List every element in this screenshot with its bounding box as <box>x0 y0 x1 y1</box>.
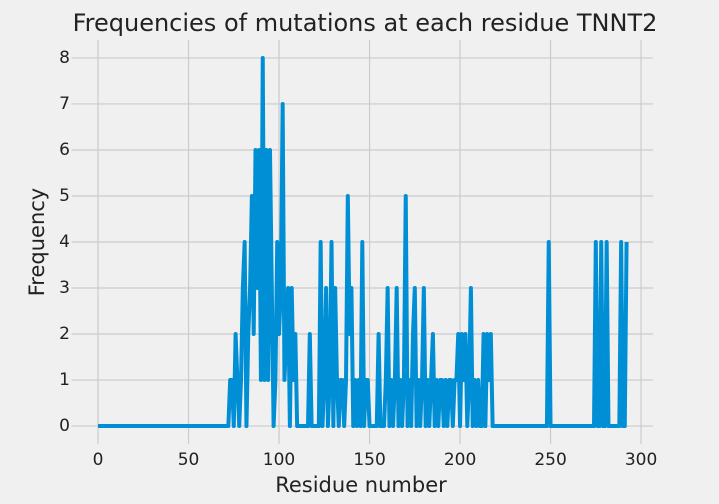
x-tick-label: 100 <box>263 450 295 470</box>
x-tick-label: 200 <box>444 450 476 470</box>
y-tick-label: 4 <box>59 232 70 252</box>
chart-title: Frequencies of mutations at each residue… <box>73 9 658 37</box>
y-tick-label: 2 <box>59 324 70 344</box>
x-tick-label: 150 <box>353 450 385 470</box>
y-tick-label: 1 <box>59 370 70 390</box>
y-tick-label: 5 <box>59 186 70 206</box>
y-tick-label: 8 <box>59 48 70 68</box>
x-tick-label: 300 <box>625 450 657 470</box>
data-line <box>98 55 629 429</box>
y-tick-label: 3 <box>59 278 70 298</box>
x-axis-label: Residue number <box>275 473 447 497</box>
y-tick-label: 7 <box>59 94 70 114</box>
y-axis-label: Frequency <box>25 188 49 297</box>
x-tick-label: 50 <box>178 450 200 470</box>
y-tick-label: 6 <box>59 140 70 160</box>
x-tick-label: 0 <box>93 450 104 470</box>
y-tick-label: 0 <box>59 416 70 436</box>
x-tick-label: 250 <box>534 450 566 470</box>
